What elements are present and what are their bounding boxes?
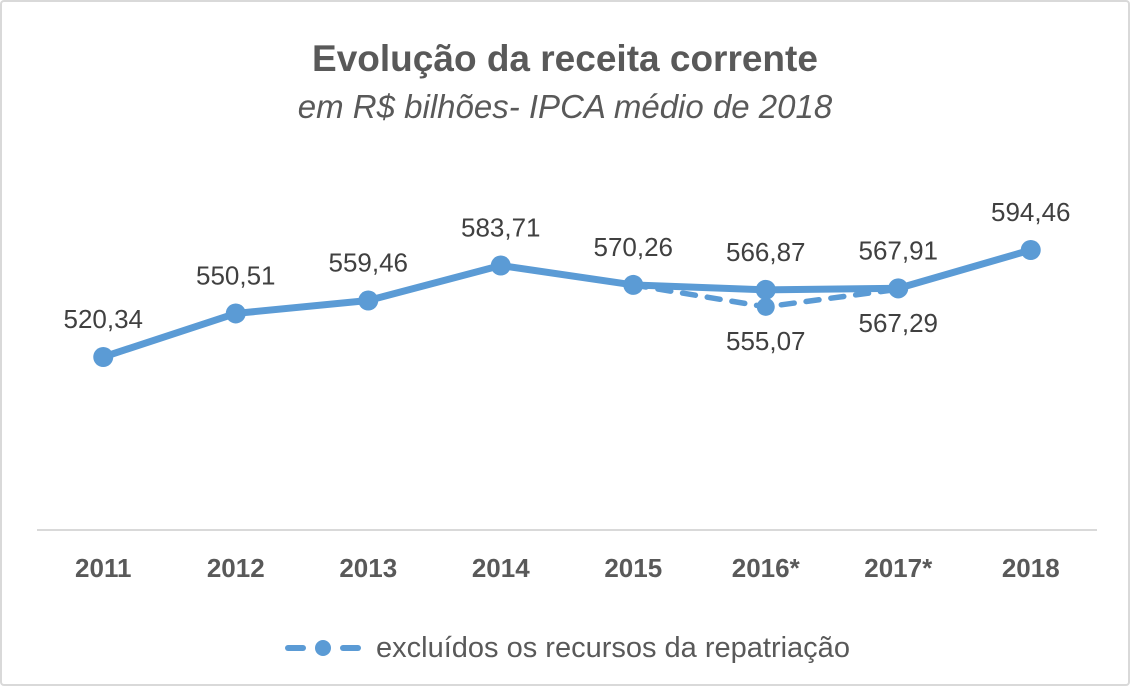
data-point-marker — [358, 290, 379, 311]
x-axis-label: 2015 — [604, 553, 662, 583]
legend: excluídos os recursos da repatriação — [2, 630, 1128, 666]
legend-label: excluídos os recursos da repatriação — [376, 631, 850, 664]
data-label: 520,34 — [63, 304, 143, 334]
data-label: 550,51 — [196, 260, 276, 290]
x-axis-label: 2011 — [75, 553, 131, 583]
x-axis-label: 2016* — [732, 553, 801, 583]
x-axis-label: 2013 — [339, 553, 397, 583]
data-label: 567,29 — [858, 308, 938, 338]
chart-title: Evolução da receita corrente — [312, 38, 818, 79]
data-point-marker — [755, 279, 776, 300]
legend-dash-icon — [340, 645, 362, 651]
data-point-marker — [225, 303, 246, 324]
chart-subtitle: em R$ bilhões- IPCA médio de 2018 — [297, 88, 833, 125]
legend-dash-icon — [285, 645, 307, 651]
data-label: 555,07 — [726, 326, 806, 356]
data-label: 566,87 — [726, 237, 806, 267]
data-label: 594,46 — [991, 197, 1071, 227]
data-point-marker — [888, 278, 909, 299]
data-label: 559,46 — [328, 248, 408, 278]
x-axis-label: 2018 — [1002, 553, 1060, 583]
x-axis-label: 2014 — [472, 553, 530, 583]
data-point-marker — [1020, 240, 1041, 261]
data-point-marker — [623, 274, 644, 295]
data-label: 567,91 — [858, 235, 938, 265]
x-axis-label: 2017* — [864, 553, 933, 583]
data-point-marker — [93, 347, 114, 367]
data-point-marker — [756, 297, 775, 316]
series-line-solid — [99, 246, 1035, 361]
legend-dot-icon — [315, 640, 332, 656]
x-axis-label: 2012 — [207, 553, 265, 583]
data-point-marker — [490, 255, 511, 276]
data-label: 570,26 — [593, 232, 673, 262]
data-label: 583,71 — [461, 213, 541, 243]
